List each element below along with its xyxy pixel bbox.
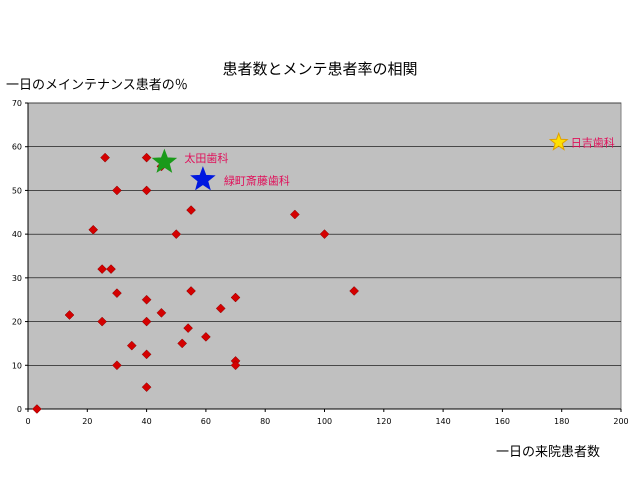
data-point (64, 310, 75, 320)
y-tick-label: 50 (12, 186, 22, 195)
data-point (100, 152, 110, 163)
data-point (171, 229, 182, 239)
x-tick-label: 200 (613, 417, 628, 426)
x-tick-label: 100 (317, 417, 332, 426)
x-tick-label: 60 (201, 417, 211, 426)
y-axis-label: 一日のメインテナンス患者の％ (6, 78, 188, 93)
data-point (230, 292, 241, 303)
data-point (201, 332, 211, 342)
y-tick-label: 70 (12, 99, 22, 108)
data-point (97, 316, 107, 327)
y-tick-label: 10 (12, 361, 22, 370)
highlight-label: 太田歯科 (184, 151, 228, 165)
highlight-star (190, 166, 216, 191)
x-tick-label: 140 (435, 417, 450, 426)
x-tick-label: 160 (495, 417, 510, 426)
data-point (32, 404, 42, 414)
chart-title: 患者数とメンテ患者率の相関 (222, 60, 418, 78)
data-point (112, 288, 122, 299)
x-tick-label: 0 (25, 417, 30, 426)
data-point (141, 316, 152, 327)
x-tick-label: 120 (376, 417, 391, 426)
highlight-star (548, 131, 569, 151)
data-point (112, 185, 122, 196)
data-point (319, 229, 330, 239)
data-point (349, 286, 360, 296)
data-point (141, 349, 152, 360)
x-axis-label: 一日の来院患者数 (496, 445, 601, 460)
data-point (186, 205, 196, 215)
plot-area (27, 102, 622, 410)
data-point (289, 209, 300, 220)
data-point (106, 264, 116, 274)
y-tick-label: 40 (12, 230, 22, 239)
data-point (141, 294, 152, 305)
x-tick-label: 80 (260, 417, 270, 426)
data-point (126, 340, 137, 351)
data-point (177, 338, 188, 349)
x-tick-label: 40 (142, 417, 152, 426)
data-point (141, 185, 152, 196)
data-point (156, 307, 167, 318)
data-point (97, 264, 107, 274)
y-tick-label: 60 (12, 143, 22, 152)
y-tick-label: 0 (17, 405, 22, 414)
highlight-label: 日吉歯科 (571, 135, 615, 149)
data-point (141, 152, 152, 163)
x-tick-label: 20 (82, 417, 92, 426)
data-point (230, 360, 241, 371)
data-point (183, 323, 193, 333)
data-point (88, 224, 99, 235)
data-point (141, 382, 152, 392)
highlight-star (151, 148, 178, 173)
y-tick-label: 30 (12, 274, 22, 283)
highlight-label: 緑町斎藤歯科 (224, 174, 290, 188)
data-point (112, 360, 122, 371)
x-tick-label: 180 (554, 417, 569, 426)
y-tick-label: 20 (12, 318, 22, 327)
data-point (186, 286, 196, 296)
data-point (215, 303, 226, 314)
